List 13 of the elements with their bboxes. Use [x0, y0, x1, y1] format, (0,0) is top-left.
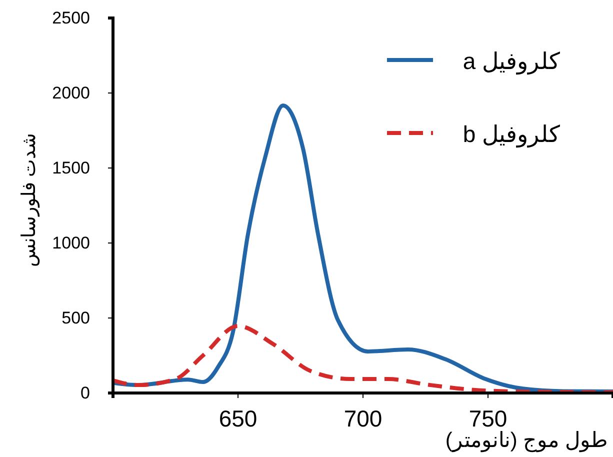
y-tick-label: 1500: [52, 158, 90, 178]
x-axis-title: طول موج (نانومتر): [445, 429, 608, 453]
y-tick-label: 2000: [52, 83, 90, 102]
y-tick-label: 2500: [52, 8, 90, 28]
x-tick-label: 650: [218, 405, 258, 432]
x-tick-label: 700: [344, 405, 382, 432]
legend-label: کلروفیل b: [462, 121, 560, 148]
y-tick-label: 500: [62, 308, 90, 328]
legend-label: کلروفیل a: [462, 48, 560, 75]
y-tick-label: 0: [80, 383, 90, 402]
y-tick-label: 1000: [52, 233, 90, 252]
y-axis-title: شدت فلورسانس: [19, 132, 40, 268]
x-tick-label: 750: [468, 405, 508, 432]
